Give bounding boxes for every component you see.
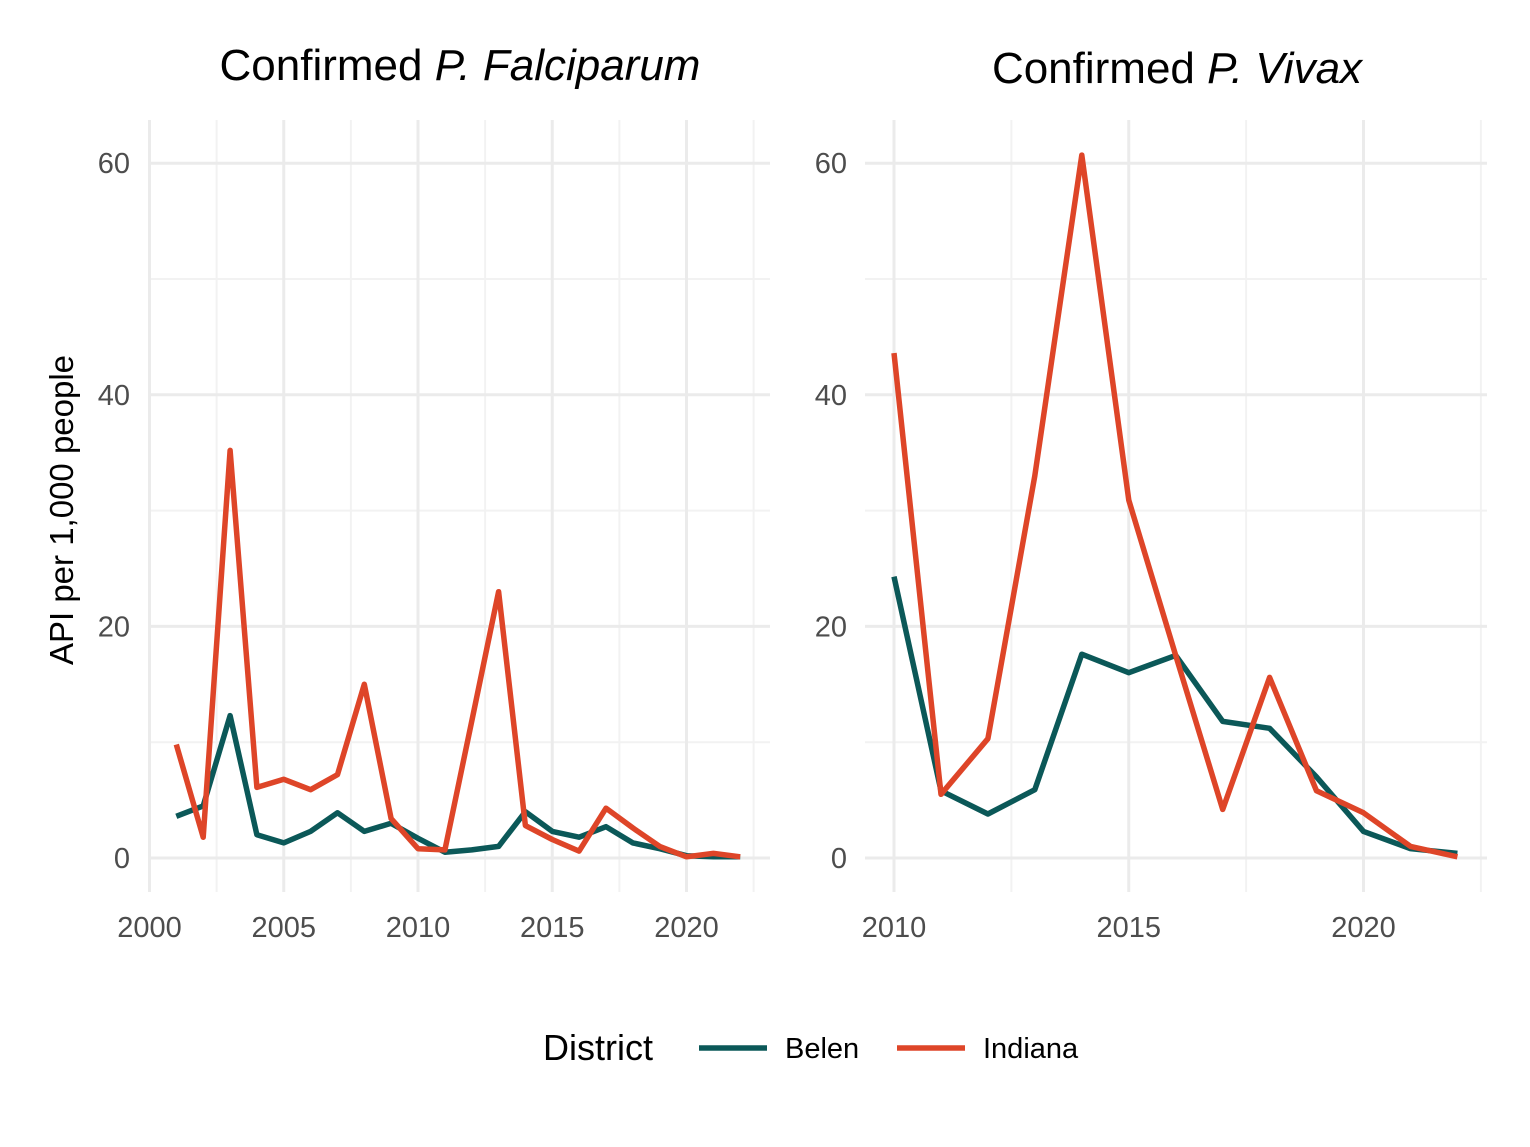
- series-line-belen-vivax: [891, 576, 1458, 857]
- panel-title-falciparum: Confirmed P. Falciparum: [220, 41, 701, 90]
- legend-label-indiana: Indiana: [983, 1033, 1079, 1065]
- y-tick-label-falciparum: 20: [98, 611, 130, 643]
- y-axis-title: API per 1,000 people: [43, 355, 80, 665]
- x-tick-label-vivax: 2015: [1096, 912, 1161, 944]
- ticks-falciparum: 0 20 40 60 2000 2005 2010 2015 2020: [98, 148, 719, 944]
- x-tick-label-falciparum: 2020: [654, 912, 719, 944]
- x-tick-label-vivax: 2020: [1331, 912, 1396, 944]
- y-tick-label-vivax: 0: [831, 843, 847, 875]
- x-tick-label-vivax: 2010: [862, 912, 927, 944]
- series-line-belen-falciparum: [175, 712, 741, 860]
- series-falciparum: [173, 447, 741, 860]
- legend-title: District: [543, 1027, 653, 1068]
- y-tick-label-falciparum: 40: [98, 380, 130, 412]
- y-tick-label-falciparum: 0: [114, 843, 130, 875]
- panel-vivax: Confirmed P. Vivax 0 20 40 60 2010 2015 2020: [815, 44, 1487, 944]
- x-tick-label-falciparum: 2015: [520, 912, 585, 944]
- x-tick-label-falciparum: 2000: [117, 912, 182, 944]
- legend-label-belen: Belen: [785, 1033, 859, 1065]
- series-line-indiana-vivax: [891, 152, 1458, 860]
- legend: District Belen Indiana: [543, 1027, 1079, 1068]
- panel-falciparum: Confirmed P. Falciparum 0 20 40 60 2000 2005 2…: [98, 41, 770, 944]
- grid-falciparum: [148, 120, 770, 892]
- y-tick-label-vivax: 40: [815, 380, 847, 412]
- series-vivax: [891, 152, 1458, 860]
- y-tick-label-vivax: 60: [815, 148, 847, 180]
- series-line-indiana-falciparum: [173, 447, 741, 860]
- y-tick-label-falciparum: 60: [98, 148, 130, 180]
- y-tick-label-vivax: 20: [815, 611, 847, 643]
- ticks-vivax: 0 20 40 60 2010 2015 2020: [815, 148, 1396, 944]
- panel-title-vivax: Confirmed P. Vivax: [992, 44, 1364, 93]
- x-tick-label-falciparum: 2005: [251, 912, 316, 944]
- x-tick-label-falciparum: 2010: [386, 912, 451, 944]
